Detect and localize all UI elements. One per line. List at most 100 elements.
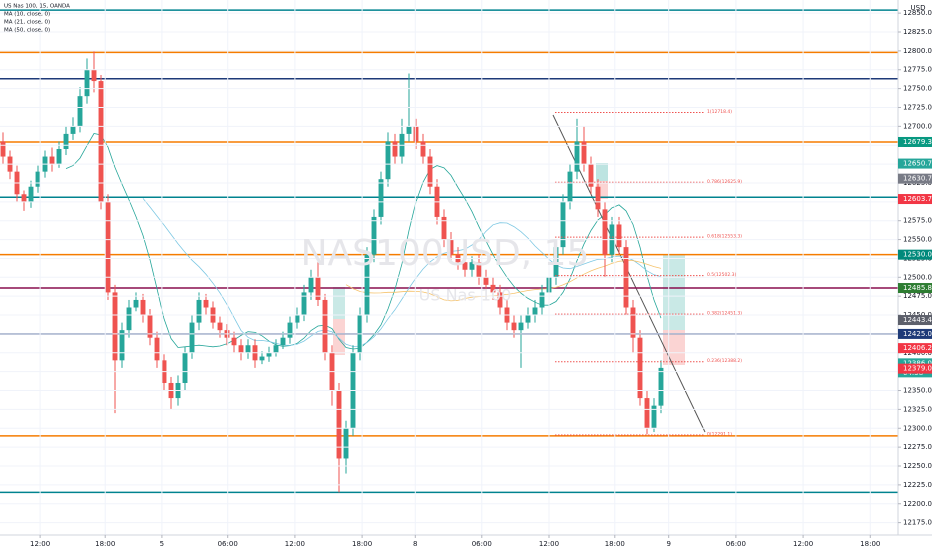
candle-body (441, 216, 447, 240)
candle-body (490, 284, 496, 293)
x-tick-label: 12:00 (30, 540, 50, 548)
x-tick-label: 5 (160, 540, 164, 548)
unit-label: USD (911, 4, 926, 12)
x-tick-label: 06:00 (218, 540, 238, 548)
candle-body (378, 179, 384, 217)
candle-body (539, 292, 545, 308)
candle-body (525, 315, 531, 323)
price-label: 12530.0 (903, 251, 932, 259)
candle-body (126, 307, 132, 331)
watermark: NAS100USD, 15 (301, 233, 590, 274)
candle-body (483, 277, 489, 285)
candle-body (189, 322, 195, 353)
y-tick-label: 12825.0 (903, 28, 932, 36)
y-tick-label: 12800.0 (903, 47, 932, 55)
y-tick-label: 12725.0 (903, 103, 932, 111)
candle-body (28, 186, 34, 202)
candle-body (518, 322, 524, 331)
y-tick-label: 12200.0 (903, 500, 932, 508)
candle-body (287, 322, 293, 338)
candle-body (0, 141, 6, 157)
candle-body (630, 307, 636, 338)
candle-body (140, 299, 146, 316)
plot-area (0, 9, 898, 494)
moving-average (142, 198, 662, 347)
price-label-box (898, 194, 932, 205)
candle-body (112, 292, 118, 361)
candle-body (217, 322, 223, 331)
x-tick-label: 06:00 (472, 540, 492, 548)
y-tick-label: 12225.0 (903, 481, 932, 489)
candle-body (385, 141, 391, 180)
y-tick-label: 12550.0 (903, 236, 932, 244)
y-tick-label: 12175.0 (903, 519, 932, 527)
price-label-box (898, 136, 932, 147)
candle-body (266, 352, 272, 357)
price-label-box (898, 343, 932, 354)
candle-body (315, 277, 321, 300)
candle-body (119, 330, 125, 361)
candle-body (280, 337, 286, 346)
price-label: 12603.7 (903, 195, 932, 203)
y-tick-label: 12475.0 (903, 292, 932, 300)
candle-body (567, 171, 573, 202)
fib-label: 0.5(12502.3) (707, 272, 737, 278)
fib-label: 0.382(12451.3) (707, 311, 742, 317)
x-tick-label: 18:00 (352, 540, 372, 548)
candle-body (133, 299, 139, 308)
candle-body (560, 201, 566, 248)
candle-body (651, 405, 657, 429)
candle-body (644, 398, 650, 429)
legend-entry: MA (50, close, 0) (4, 28, 50, 34)
position-target (596, 163, 608, 181)
position-target (663, 255, 685, 330)
candle-body (154, 337, 160, 361)
candle-body (301, 292, 307, 316)
position-stop (333, 319, 345, 355)
x-tick-label: 12:00 (285, 540, 305, 548)
candle-body (392, 141, 398, 157)
price-label: 12406.2 (903, 344, 932, 352)
x-tick-label: 12:00 (793, 540, 813, 548)
candle-body (336, 390, 342, 459)
candle-body (273, 345, 279, 353)
candle-body (91, 69, 97, 82)
candle-body (427, 156, 433, 187)
candle-body (497, 292, 503, 308)
fib-label: 0(12291.1) (707, 431, 732, 437)
candle-body (98, 81, 104, 202)
candle-body (581, 141, 587, 165)
moving-average (65, 133, 662, 350)
moving-average (345, 260, 662, 302)
price-label-box (898, 363, 932, 374)
candle-body (469, 262, 475, 270)
candle-body (532, 307, 538, 316)
price-label: 12425.0 (903, 330, 932, 338)
candle-body (602, 209, 608, 255)
candle-body (364, 254, 370, 316)
candle-body (63, 133, 69, 149)
x-tick-label: 18:00 (605, 540, 625, 548)
price-label: 12650.7 (903, 160, 932, 168)
candle-body (294, 315, 300, 323)
price-label-box (898, 358, 932, 369)
price-label-box (898, 315, 932, 326)
price-axis (898, 0, 932, 550)
candle-body (588, 164, 594, 187)
y-tick-label: 12750.0 (903, 85, 932, 93)
candle-body (196, 299, 202, 323)
candle-body (77, 96, 83, 127)
candle-body (21, 194, 27, 202)
price-label-box (898, 173, 932, 184)
y-tick-label: 12575.0 (903, 217, 932, 225)
price-label: 12443.4 (903, 316, 932, 324)
y-tick-label: 12300.0 (903, 424, 932, 432)
candle-body (35, 171, 41, 187)
watermark: US Nas 100 (419, 286, 512, 305)
candle-body (637, 337, 643, 399)
y-tick-label: 12775.0 (903, 66, 932, 74)
fib-label: 0.786(12625.9) (707, 179, 742, 185)
x-tick-label: 06:00 (726, 540, 746, 548)
candle-body (70, 126, 76, 134)
